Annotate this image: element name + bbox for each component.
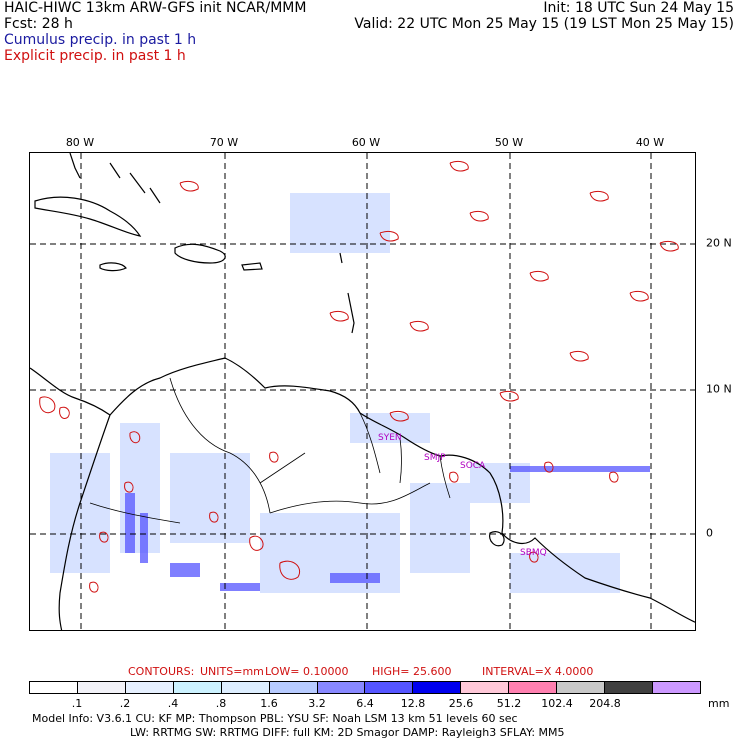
station-label: SBMQ [520,548,547,558]
latitude-label: 0 [706,526,713,540]
longitude-label: 80 W [65,136,95,149]
map-canvas: SYEN SMJP SOCA SBMQ [30,153,695,630]
scale-tick-label: 51.2 [496,697,522,710]
longitude-label: 60 W [351,136,381,149]
scale-swatch [652,682,700,693]
coastline [30,153,695,630]
cumulus-legend-label: Cumulus precip. in past 1 h [4,32,197,48]
scale-tick-label: 1.6 [260,697,278,710]
precip-map: SYEN SMJP SOCA SBMQ [29,152,696,631]
contours-low: LOW= 0.10000 [265,665,349,678]
latitude-label: 10 N [706,382,732,396]
station-labels: SYEN SMJP SOCA SBMQ [378,433,547,558]
scale-swatch [365,682,414,693]
explicit-legend-label: Explicit precip. in past 1 h [4,48,186,64]
model-info-line1: Model Info: V3.6.1 CU: KF MP: Thompson P… [32,712,518,725]
scale-swatch [605,682,653,693]
contours-units: UNITS=mm [200,665,264,678]
scale-tick-label: .8 [215,697,227,710]
explicit-precip-contours [39,160,679,593]
scale-swatch [413,682,462,693]
cumulus-precip-shading [50,193,620,593]
scale-swatch [125,682,174,693]
lat-lon-grid [30,153,695,630]
valid-time: Valid: 22 UTC Mon 25 May 15 (19 LST Mon … [354,16,734,32]
scale-tick-label: 12.8 [400,697,426,710]
scale-tick-label: 102.4 [541,697,573,710]
contours-label: CONTOURS: [128,665,195,678]
station-label: SYEN [378,433,402,443]
scale-swatch [77,682,126,693]
country-borders [89,377,451,524]
scale-tick-label: 6.4 [356,697,374,710]
scale-tick-label: 3.2 [308,697,326,710]
scale-tick-label: .4 [167,697,179,710]
model-title: HAIC-HIWC 13km ARW-GFS init NCAR/MMM [4,0,307,16]
forecast-hour: Fcst: 28 h [4,16,73,32]
scale-tick-label: .1 [71,697,83,710]
init-time: Init: 18 UTC Sun 24 May 15 [543,0,734,16]
station-label: SOCA [460,461,486,471]
scale-swatch [557,682,606,693]
scale-swatch [317,682,366,693]
cumulus-precip-strong [125,466,650,591]
scale-swatch [30,682,78,693]
contours-high: HIGH= 25.600 [372,665,452,678]
model-info-line2: LW: RRTMG SW: RRTMG DIFF: full KM: 2D Sm… [130,726,565,739]
precip-color-scale [29,681,701,694]
latitude-label: 20 N [706,236,732,250]
scale-tick-label: .2 [119,697,131,710]
scale-swatch [461,682,510,693]
scale-tick-label: 25.6 [448,697,474,710]
longitude-label: 50 W [494,136,524,149]
longitude-label: 70 W [209,136,239,149]
contours-interval: INTERVAL=X 4.0000 [482,665,594,678]
scale-unit: mm [708,697,730,710]
scale-swatch [173,682,222,693]
longitude-label: 40 W [635,136,665,149]
scale-swatch [269,682,318,693]
scale-swatch [221,682,270,693]
scale-swatch [509,682,558,693]
scale-tick-label: 204.8 [589,697,621,710]
station-label: SMJP [424,453,446,463]
